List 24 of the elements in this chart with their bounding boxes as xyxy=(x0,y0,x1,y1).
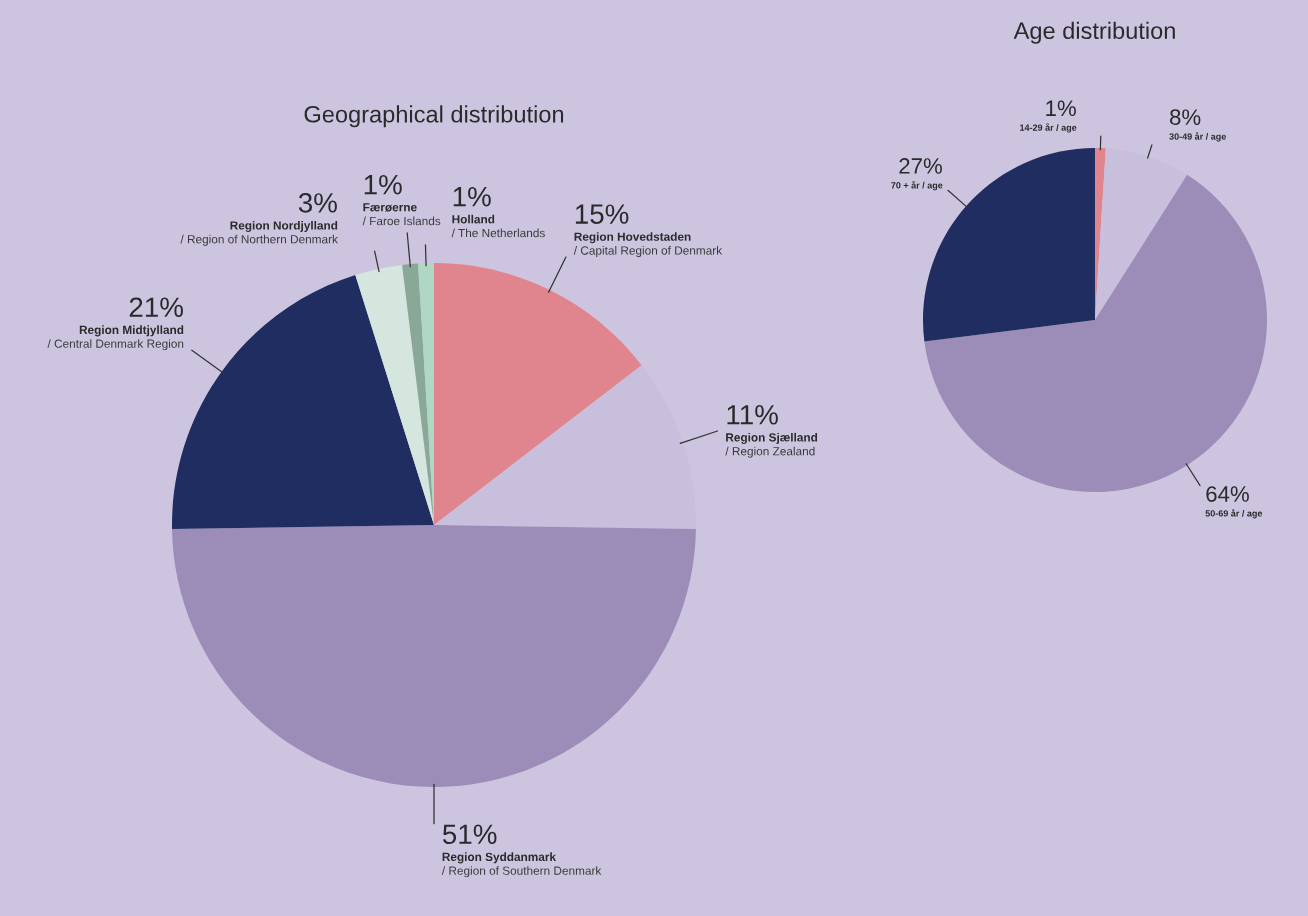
data-label: 8% xyxy=(1170,109,1201,126)
data-label: 11% xyxy=(727,405,778,425)
slice-label: Region Hovedstaden / Capital Region of Denmark xyxy=(573,232,723,258)
chart-title: Geographical distribution xyxy=(304,105,564,128)
data-label: 15% xyxy=(575,204,629,224)
slice-label: Holland / The Netherlands xyxy=(451,214,545,238)
data-label: 27% xyxy=(899,158,942,174)
chart-title: Age distribution xyxy=(1013,21,1175,44)
data-label: 1% xyxy=(453,186,491,207)
data-label: 3% xyxy=(298,193,337,213)
slice-label: Region Midtjylland / Central Denmark Region xyxy=(47,325,184,351)
data-label: 1% xyxy=(1046,100,1076,117)
data-label: 21% xyxy=(129,297,183,317)
data-label: 1% xyxy=(364,174,402,195)
slice-label: 70 + år / age xyxy=(891,180,943,191)
slice-label: 50-69 år / age xyxy=(1205,509,1263,519)
slice-label: Region Nordjylland / Region of Northern Denmark xyxy=(180,220,338,246)
slice-label: 30-49 år / age xyxy=(1169,132,1226,142)
slice-label: Færøerne / Faroe Islands xyxy=(362,203,441,226)
slice-label: Region Sjælland / Region Zealand xyxy=(725,432,818,458)
data-label: 64% xyxy=(1206,486,1249,502)
slice-label: Region Syddanmark / Region of Southern Denmark xyxy=(441,852,602,878)
slice-label: 14-29 år / age xyxy=(1020,123,1077,133)
data-label: 51% xyxy=(442,824,497,845)
